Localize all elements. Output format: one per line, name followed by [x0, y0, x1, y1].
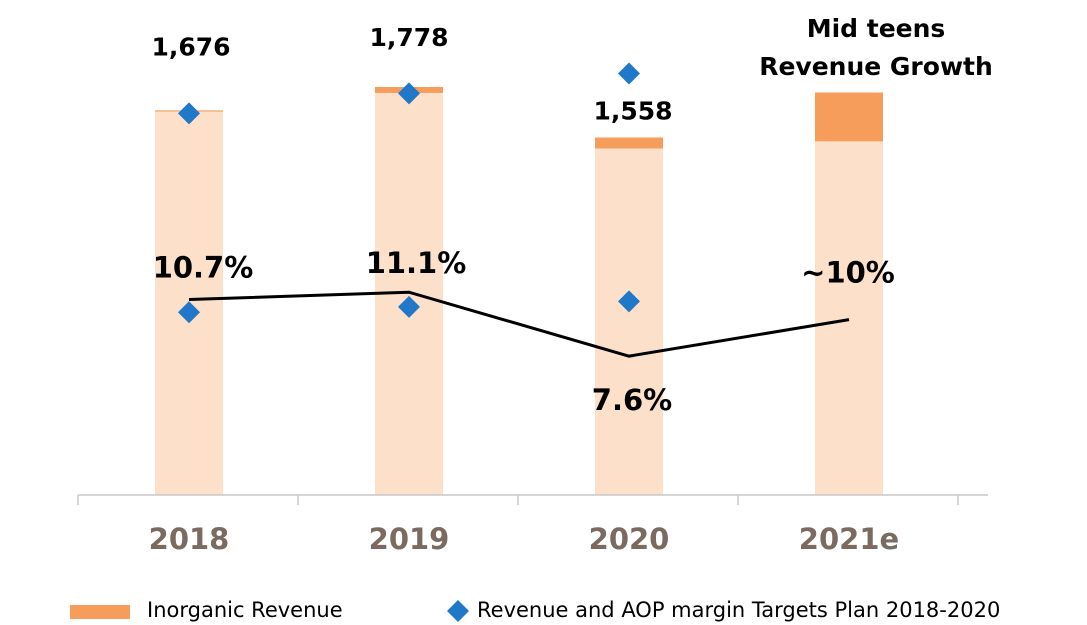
target-marker	[618, 62, 640, 85]
annotation: Mid teens	[807, 14, 946, 43]
x-tick-label: 2018	[149, 522, 230, 556]
target-marker	[178, 301, 200, 324]
target-marker	[398, 82, 420, 105]
legend-label: Revenue and AOP margin Targets Plan 2018…	[477, 598, 1000, 622]
legend-marker	[447, 600, 469, 622]
total-label: 1,778	[369, 23, 448, 52]
total-label: 1,676	[151, 32, 230, 61]
legend-swatch	[70, 605, 130, 619]
margin-line	[188, 290, 850, 358]
x-tick-label: 2021e	[799, 522, 899, 556]
annotation: Revenue Growth	[759, 52, 993, 81]
bar-segment	[815, 141, 883, 495]
target-marker	[178, 102, 200, 125]
margin-label: ~10%	[801, 256, 895, 290]
total-label: 1,558	[593, 96, 672, 125]
margin-label: 10.7%	[153, 251, 254, 285]
x-tick-label: 2020	[589, 522, 670, 556]
target-marker	[398, 295, 420, 318]
bar-segment	[595, 137, 663, 149]
bar-segment	[815, 92, 883, 142]
bar-segment	[595, 148, 663, 495]
target-marker	[618, 290, 640, 313]
margin-label: 7.6%	[592, 383, 672, 417]
legend-label: Inorganic Revenue	[147, 598, 343, 622]
margin-label: 11.1%	[366, 246, 467, 280]
x-tick-label: 2019	[369, 522, 450, 556]
